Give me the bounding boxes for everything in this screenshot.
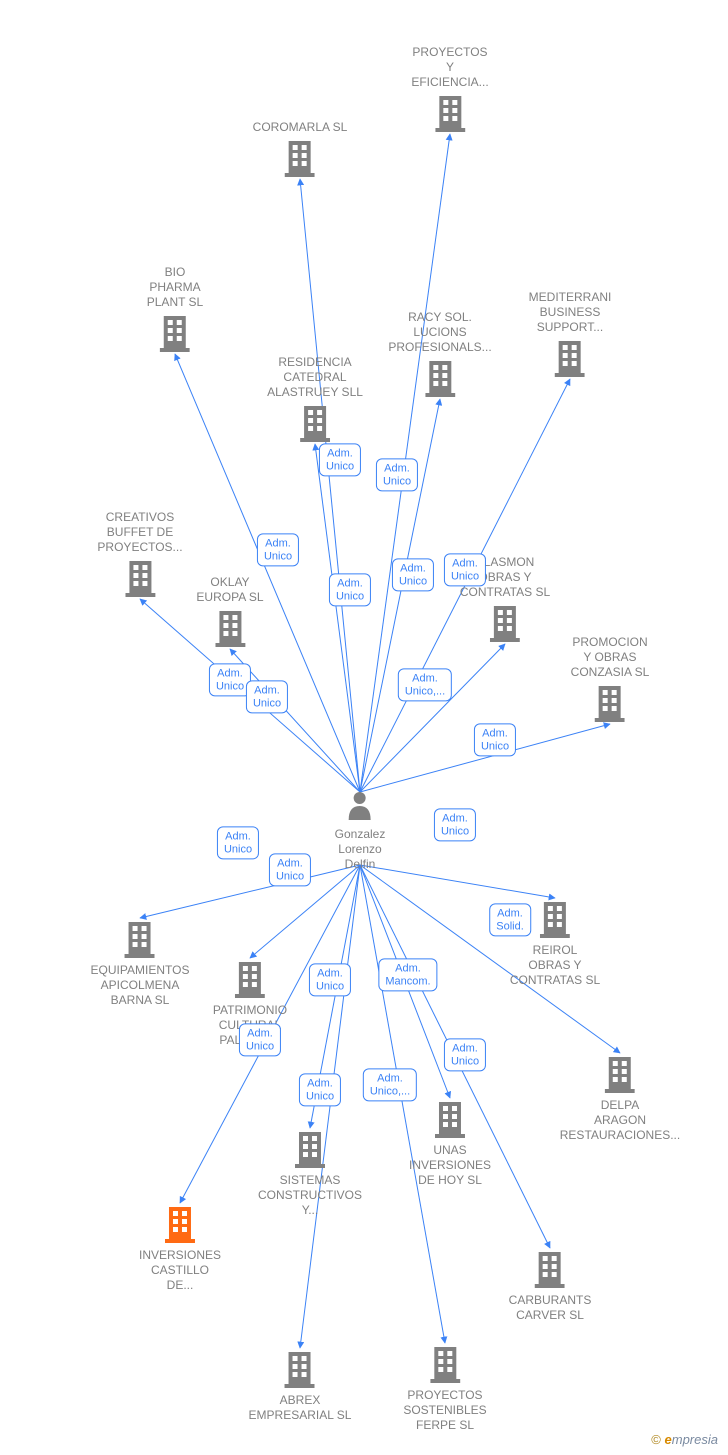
company-node: DELPA ARAGON RESTAURACIONES... (560, 1055, 680, 1147)
building-icon (540, 900, 570, 943)
company-node: RACY SOL. LUCIONS PROFESIONALS... (388, 310, 491, 402)
company-node: PROMOCION Y OBRAS CONZASIA SL (571, 635, 650, 727)
edge-role-label: Adm. Unico (474, 723, 516, 756)
company-node: BIO PHARMA PLANT SL (147, 265, 203, 357)
building-icon (425, 359, 455, 402)
company-label: ABREX EMPRESARIAL SL (249, 1393, 352, 1423)
watermark-text: mpresia (672, 1432, 718, 1447)
building-icon (235, 960, 265, 1003)
company-label: PROYECTOS SOSTENIBLES FERPE SL (403, 1388, 486, 1433)
company-label: PROMOCION Y OBRAS CONZASIA SL (571, 635, 650, 680)
company-label: RESIDENCIA CATEDRAL ALASTRUEY SLL (267, 355, 363, 400)
company-label: OKLAY EUROPA SL (196, 575, 263, 605)
edge-role-label: Adm. Unico (444, 553, 486, 586)
edge-role-label: Adm. Unico (319, 443, 361, 476)
company-node: PROYECTOS SOSTENIBLES FERPE SL (403, 1345, 486, 1437)
edge-role-label: Adm. Unico (269, 853, 311, 886)
building-icon (125, 920, 155, 963)
company-label: BIO PHARMA PLANT SL (147, 265, 203, 310)
building-icon (215, 609, 245, 652)
building-icon (555, 339, 585, 382)
edge-role-label: Adm. Unico (444, 1038, 486, 1071)
company-node: PROYECTOS Y EFICIENCIA... (411, 45, 488, 137)
company-node: MEDITERRANI BUSINESS SUPPORT... (529, 290, 612, 382)
company-node: EQUIPAMIENTOS APICOLMENA BARNA SL (91, 920, 190, 1012)
edge-role-label: Adm. Solid. (489, 903, 531, 936)
company-label: PROYECTOS Y EFICIENCIA... (411, 45, 488, 90)
edge-role-label: Adm. Unico (239, 1023, 281, 1056)
building-icon (595, 684, 625, 727)
person-icon (347, 807, 373, 824)
edge-role-label: Adm. Unico (217, 826, 259, 859)
company-node: ABREX EMPRESARIAL SL (249, 1350, 352, 1427)
building-icon (430, 1345, 460, 1388)
building-icon (490, 604, 520, 647)
center-label: Gonzalez Lorenzo Delfin (335, 827, 386, 872)
building-icon (295, 1130, 325, 1173)
edge-role-label: Adm. Unico,... (363, 1068, 417, 1101)
company-label: CREATIVOS BUFFET DE PROYECTOS... (97, 510, 182, 555)
company-label: SISTEMAS CONSTRUCTIVOS Y... (258, 1173, 362, 1218)
company-node: OKLAY EUROPA SL (196, 575, 263, 652)
edge-role-label: Adm. Unico (376, 458, 418, 491)
company-node: COROMARLA SL (253, 120, 348, 182)
edge-role-label: Adm. Unico (309, 963, 351, 996)
company-node: INVERSIONES CASTILLO DE... (139, 1205, 221, 1297)
building-icon (165, 1205, 195, 1248)
company-label: MEDITERRANI BUSINESS SUPPORT... (529, 290, 612, 335)
company-node: UNAS INVERSIONES DE HOY SL (409, 1100, 491, 1192)
watermark: © empresia (651, 1432, 718, 1447)
building-icon (435, 1100, 465, 1143)
company-node: RESIDENCIA CATEDRAL ALASTRUEY SLL (267, 355, 363, 447)
edge-role-label: Adm. Unico (392, 558, 434, 591)
company-node: SISTEMAS CONSTRUCTIVOS Y... (258, 1130, 362, 1222)
building-icon (160, 314, 190, 357)
company-label: CARBURANTS CARVER SL (509, 1293, 592, 1323)
edge-role-label: Adm. Unico (209, 663, 251, 696)
company-label: REIROL OBRAS Y CONTRATAS SL (510, 943, 600, 988)
building-icon (605, 1055, 635, 1098)
edge-role-label: Adm. Unico (329, 573, 371, 606)
building-icon (285, 1350, 315, 1393)
edge-role-label: Adm. Mancom. (378, 958, 437, 991)
network-diagram: Gonzalez Lorenzo Delfin PROYECTOS Y EFICI… (0, 0, 728, 1455)
company-label: INVERSIONES CASTILLO DE... (139, 1248, 221, 1293)
building-icon (285, 139, 315, 182)
edge-role-label: Adm. Unico (246, 680, 288, 713)
company-label: EQUIPAMIENTOS APICOLMENA BARNA SL (91, 963, 190, 1008)
company-label: RACY SOL. LUCIONS PROFESIONALS... (388, 310, 491, 355)
company-node: CARBURANTS CARVER SL (509, 1250, 592, 1327)
company-label: DELPA ARAGON RESTAURACIONES... (560, 1098, 680, 1143)
company-label: COROMARLA SL (253, 120, 348, 135)
building-icon (300, 404, 330, 447)
company-node: CREATIVOS BUFFET DE PROYECTOS... (97, 510, 182, 602)
building-icon (535, 1250, 565, 1293)
edge-role-label: Adm. Unico (257, 533, 299, 566)
edge-role-label: Adm. Unico (299, 1073, 341, 1106)
building-icon (125, 559, 155, 602)
company-label: UNAS INVERSIONES DE HOY SL (409, 1143, 491, 1188)
edges-layer (0, 0, 728, 1455)
building-icon (435, 94, 465, 137)
edge-role-label: Adm. Unico,... (398, 668, 452, 701)
edge-role-label: Adm. Unico (434, 808, 476, 841)
center-person-node: Gonzalez Lorenzo Delfin (335, 790, 386, 872)
